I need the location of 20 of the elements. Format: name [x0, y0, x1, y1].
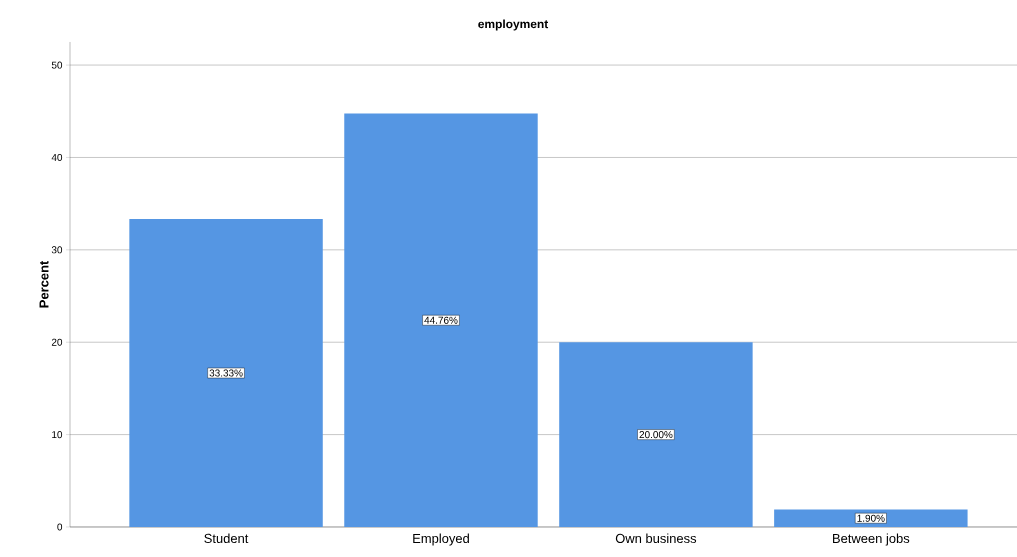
y-tick-label: 40 — [51, 153, 63, 161]
data-label: 1.90% — [857, 514, 885, 522]
chart-title: employment — [478, 19, 549, 31]
bar — [559, 342, 753, 527]
bar — [129, 219, 323, 527]
x-tick-label: Between jobs — [833, 533, 910, 546]
x-tick-label: Own business — [615, 533, 697, 544]
data-label: 44.76% — [424, 316, 458, 324]
bar — [344, 113, 538, 527]
bar — [774, 509, 968, 527]
y-tick-label: 30 — [51, 246, 63, 254]
y-tick-label: 10 — [52, 431, 63, 439]
x-tick-label: Student — [204, 533, 249, 544]
y-tick-label: 50 — [51, 61, 63, 69]
y-tick-label: 0 — [57, 523, 63, 531]
x-tick-label: Employed — [413, 533, 469, 546]
y-axis-title: Percent — [39, 260, 49, 308]
y-tick-label: 20 — [51, 338, 63, 346]
data-label: 20.00% — [639, 431, 673, 439]
data-label: 33.33% — [209, 369, 243, 377]
